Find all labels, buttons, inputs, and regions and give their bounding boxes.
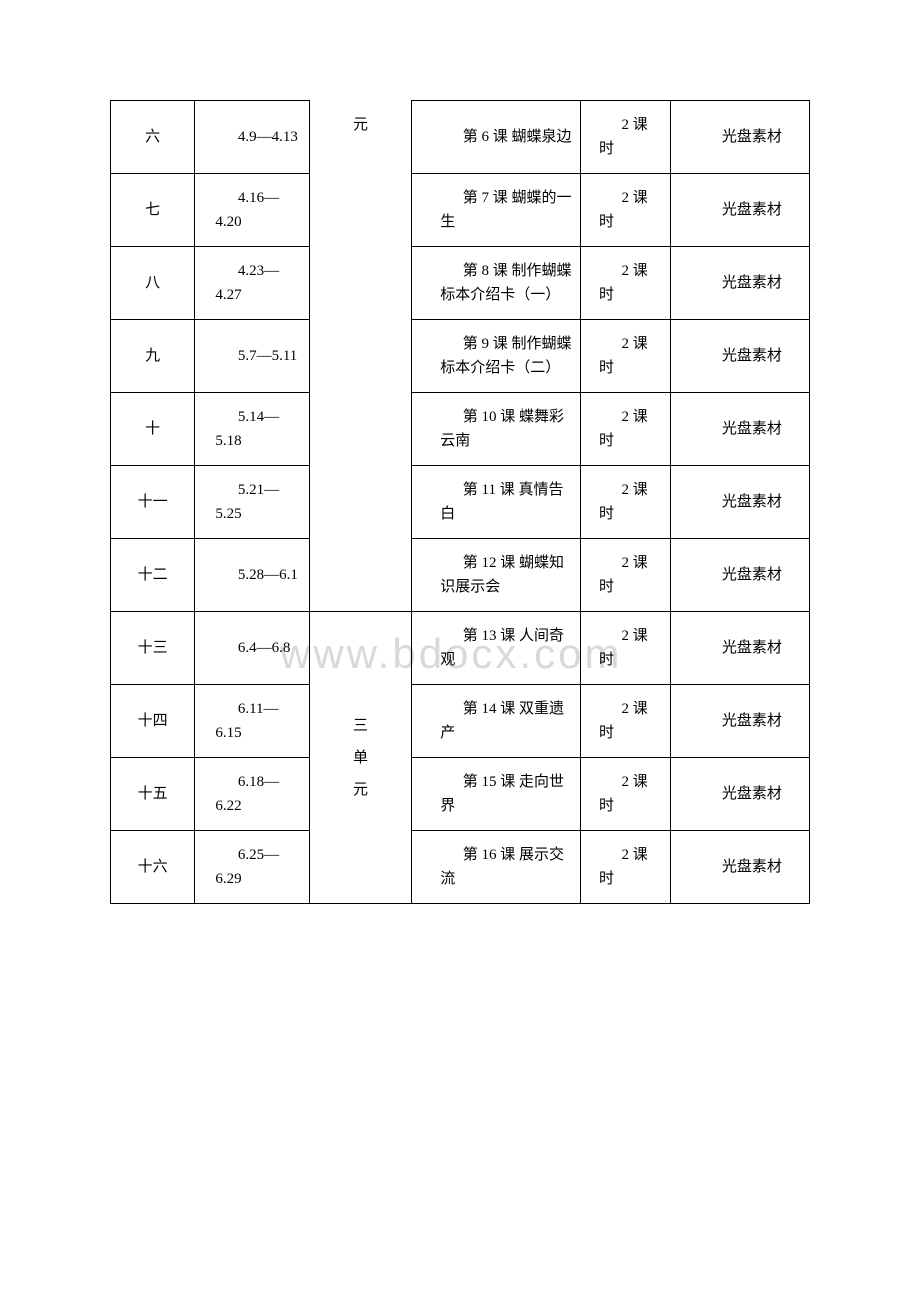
material-cell: 光盘素材 bbox=[671, 831, 810, 904]
table-row: 十二 5.28—6.1 第 12 课 蝴蝶知识展示会 2 课时 光盘素材 bbox=[111, 539, 810, 612]
material-cell: 光盘素材 bbox=[671, 539, 810, 612]
lesson-cell: 第 11 课 真情告白 bbox=[412, 466, 581, 539]
material-cell: 光盘素材 bbox=[671, 393, 810, 466]
unit-cell: 三单元 bbox=[309, 612, 411, 904]
table-row: 十 5.14—5.18 第 10 课 蝶舞彩云南 2 课时 光盘素材 bbox=[111, 393, 810, 466]
date-cell: 5.21—5.25 bbox=[195, 466, 309, 539]
hours-cell: 2 课时 bbox=[581, 831, 671, 904]
lesson-cell: 第 6 课 蝴蝶泉边 bbox=[412, 101, 581, 174]
date-cell: 4.16—4.20 bbox=[195, 174, 309, 247]
table-row: 九 5.7—5.11 第 9 课 制作蝴蝶标本介绍卡（二） 2 课时 光盘素材 bbox=[111, 320, 810, 393]
table-row: 十三 6.4—6.8 三单元 第 13 课 人间奇观 2 课时 光盘素材 bbox=[111, 612, 810, 685]
hours-cell: 2 课时 bbox=[581, 685, 671, 758]
week-cell: 十六 bbox=[111, 831, 195, 904]
material-cell: 光盘素材 bbox=[671, 612, 810, 685]
table-row: 八 4.23—4.27 第 8 课 制作蝴蝶标本介绍卡（一） 2 课时 光盘素材 bbox=[111, 247, 810, 320]
lesson-cell: 第 10 课 蝶舞彩云南 bbox=[412, 393, 581, 466]
hours-cell: 2 课时 bbox=[581, 174, 671, 247]
lesson-cell: 第 13 课 人间奇观 bbox=[412, 612, 581, 685]
material-cell: 光盘素材 bbox=[671, 101, 810, 174]
date-cell: 6.18—6.22 bbox=[195, 758, 309, 831]
date-cell: 5.28—6.1 bbox=[195, 539, 309, 612]
week-cell: 十四 bbox=[111, 685, 195, 758]
week-cell: 十五 bbox=[111, 758, 195, 831]
lesson-cell: 第 14 课 双重遗产 bbox=[412, 685, 581, 758]
material-cell: 光盘素材 bbox=[671, 758, 810, 831]
material-cell: 光盘素材 bbox=[671, 320, 810, 393]
week-cell: 八 bbox=[111, 247, 195, 320]
date-cell: 4.9—4.13 bbox=[195, 101, 309, 174]
date-cell: 6.4—6.8 bbox=[195, 612, 309, 685]
schedule-table-wrapper: 六 4.9—4.13 元 第 6 课 蝴蝶泉边 2 课时 光盘素材 七 4.16… bbox=[110, 100, 810, 904]
week-cell: 十二 bbox=[111, 539, 195, 612]
date-cell: 5.14—5.18 bbox=[195, 393, 309, 466]
hours-cell: 2 课时 bbox=[581, 466, 671, 539]
hours-cell: 2 课时 bbox=[581, 758, 671, 831]
date-cell: 5.7—5.11 bbox=[195, 320, 309, 393]
material-cell: 光盘素材 bbox=[671, 466, 810, 539]
week-cell: 十 bbox=[111, 393, 195, 466]
table-row: 十六 6.25—6.29 第 16 课 展示交流 2 课时 光盘素材 bbox=[111, 831, 810, 904]
week-cell: 七 bbox=[111, 174, 195, 247]
week-cell: 十一 bbox=[111, 466, 195, 539]
week-cell: 六 bbox=[111, 101, 195, 174]
lesson-cell: 第 12 课 蝴蝶知识展示会 bbox=[412, 539, 581, 612]
lesson-cell: 第 15 课 走向世界 bbox=[412, 758, 581, 831]
hours-cell: 2 课时 bbox=[581, 612, 671, 685]
hours-cell: 2 课时 bbox=[581, 539, 671, 612]
lesson-cell: 第 9 课 制作蝴蝶标本介绍卡（二） bbox=[412, 320, 581, 393]
table-row: 七 4.16—4.20 第 7 课 蝴蝶的一生 2 课时 光盘素材 bbox=[111, 174, 810, 247]
date-cell: 4.23—4.27 bbox=[195, 247, 309, 320]
date-cell: 6.11—6.15 bbox=[195, 685, 309, 758]
table-row: 十四 6.11—6.15 第 14 课 双重遗产 2 课时 光盘素材 bbox=[111, 685, 810, 758]
material-cell: 光盘素材 bbox=[671, 685, 810, 758]
hours-cell: 2 课时 bbox=[581, 320, 671, 393]
table-row: 十一 5.21—5.25 第 11 课 真情告白 2 课时 光盘素材 bbox=[111, 466, 810, 539]
unit-cell: 元 bbox=[309, 101, 411, 612]
lesson-cell: 第 16 课 展示交流 bbox=[412, 831, 581, 904]
lesson-cell: 第 7 课 蝴蝶的一生 bbox=[412, 174, 581, 247]
material-cell: 光盘素材 bbox=[671, 247, 810, 320]
table-row: 十五 6.18—6.22 第 15 课 走向世界 2 课时 光盘素材 bbox=[111, 758, 810, 831]
lesson-cell: 第 8 课 制作蝴蝶标本介绍卡（一） bbox=[412, 247, 581, 320]
hours-cell: 2 课时 bbox=[581, 101, 671, 174]
hours-cell: 2 课时 bbox=[581, 247, 671, 320]
table-row: 六 4.9—4.13 元 第 6 课 蝴蝶泉边 2 课时 光盘素材 bbox=[111, 101, 810, 174]
schedule-table: 六 4.9—4.13 元 第 6 课 蝴蝶泉边 2 课时 光盘素材 七 4.16… bbox=[110, 100, 810, 904]
week-cell: 十三 bbox=[111, 612, 195, 685]
material-cell: 光盘素材 bbox=[671, 174, 810, 247]
hours-cell: 2 课时 bbox=[581, 393, 671, 466]
date-cell: 6.25—6.29 bbox=[195, 831, 309, 904]
week-cell: 九 bbox=[111, 320, 195, 393]
